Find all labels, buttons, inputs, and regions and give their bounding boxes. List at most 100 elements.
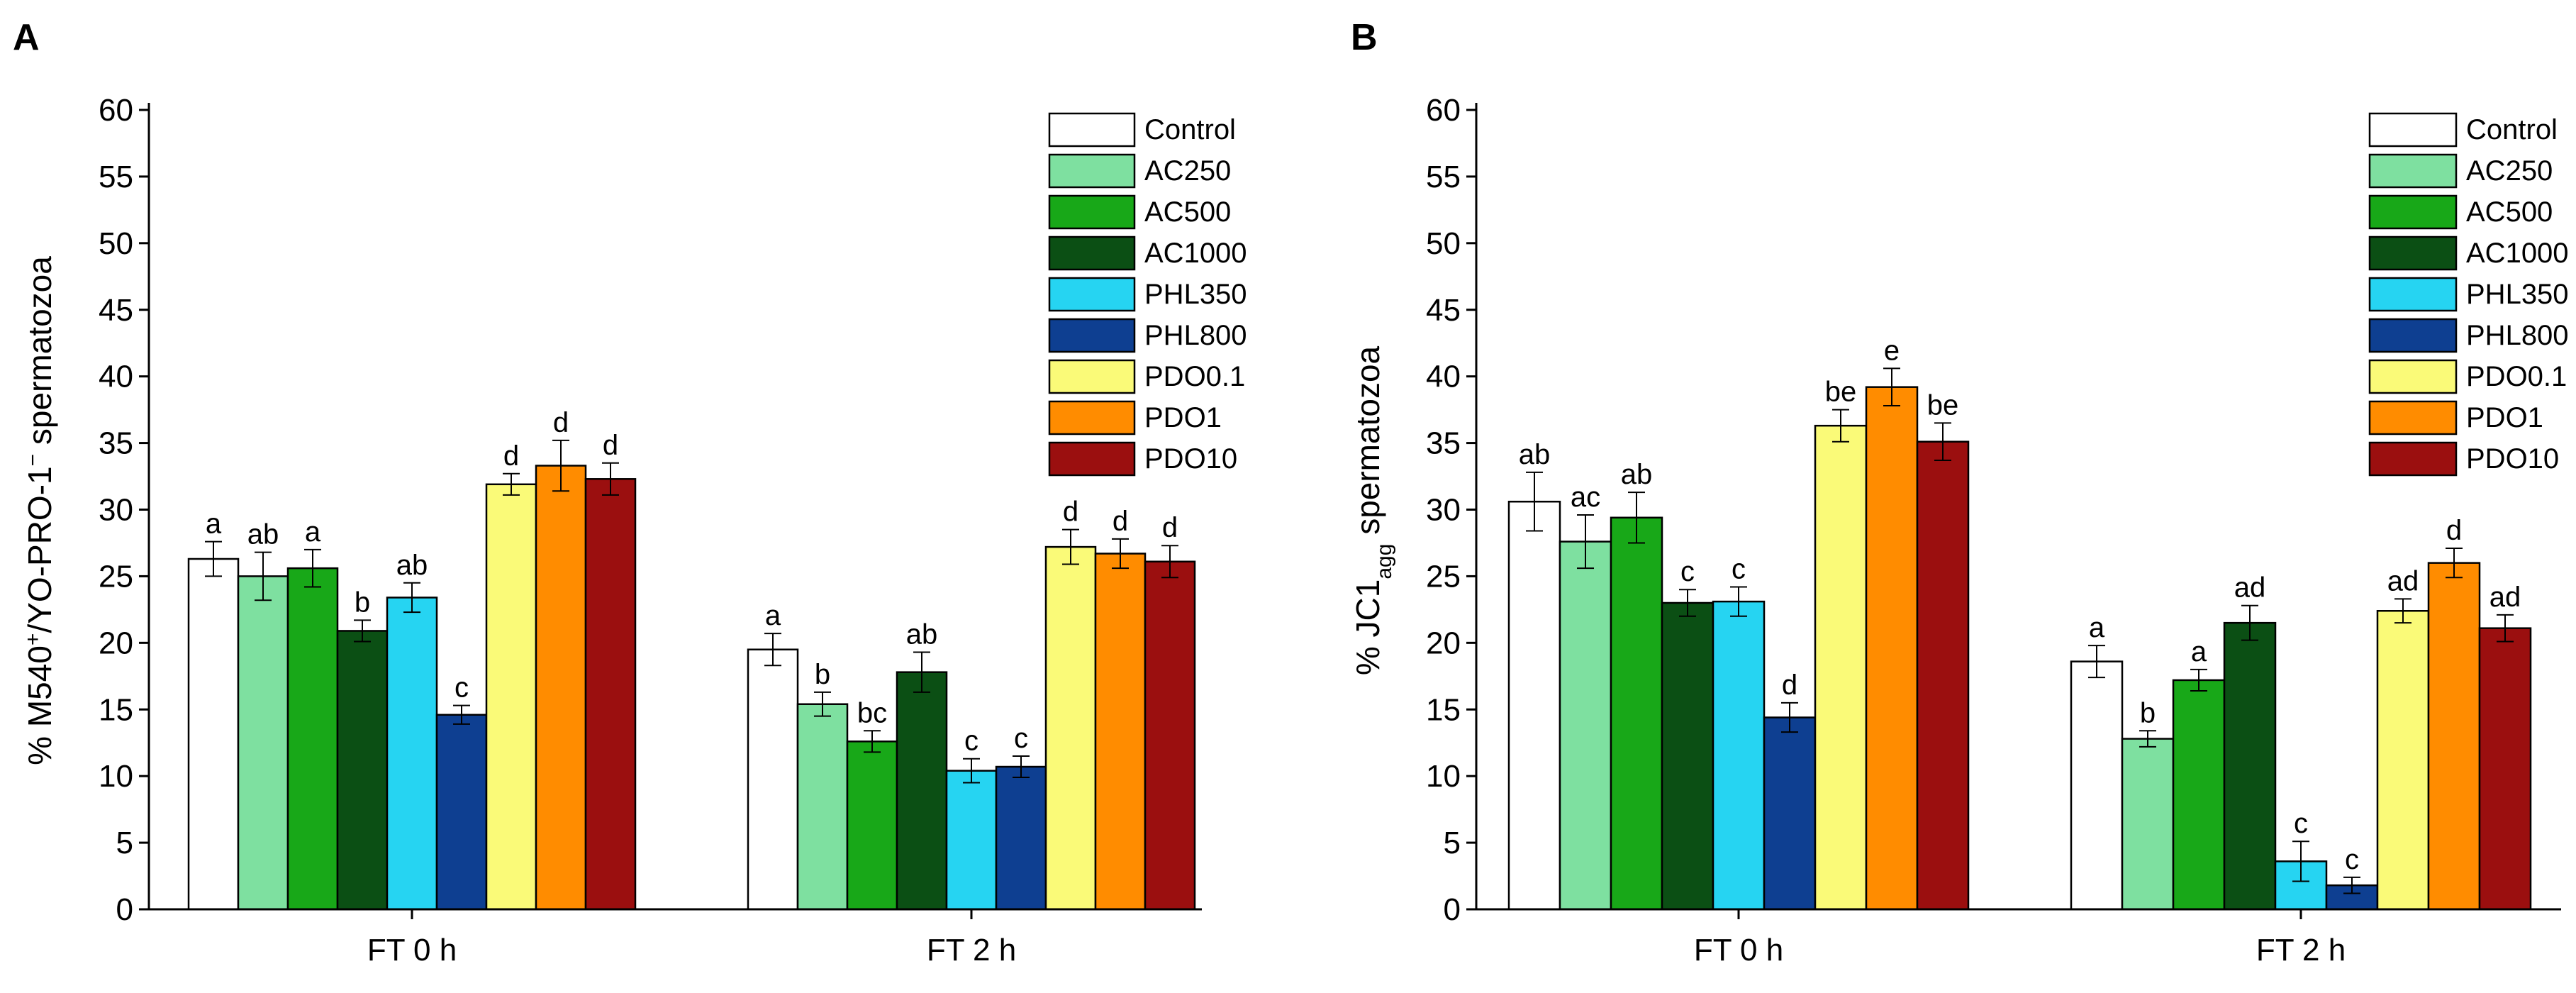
bar-ac250-ft0h	[237, 575, 289, 911]
bar-phl800-ft2h	[995, 765, 1047, 911]
bar-pdo1-ft0h	[535, 465, 587, 911]
y-axis-label-part: /YO-PRO-1	[21, 466, 58, 633]
bar-ac1000-ft0h	[336, 630, 389, 911]
bar-control-ft2h	[747, 648, 799, 911]
y-tick-label: 30	[99, 493, 133, 528]
bar-pdo01-ft0h	[1814, 424, 1868, 911]
y-tick-label: 55	[99, 160, 133, 194]
significance-label: ab	[1621, 459, 1653, 490]
legend-swatch	[2368, 400, 2458, 436]
significance-label: bc	[857, 697, 887, 728]
y-axis-label-part: agg	[1373, 544, 1396, 579]
x-category-label: FT 2 h	[2256, 933, 2346, 967]
significance-label: b	[815, 659, 830, 690]
significance-label: c	[2294, 808, 2308, 839]
legend-label: PHL350	[2466, 279, 2569, 310]
bar-pdo10-ft2h	[1144, 560, 1196, 911]
chart-panel-a: A % M540+/YO-PRO-1− spermatozoa 0 5 10 15 20 25…	[13, 17, 1247, 967]
significance-label: ab	[396, 550, 428, 581]
legend-swatch	[1048, 400, 1136, 436]
legend-label: PDO1	[1144, 402, 1222, 433]
y-tick-label: 25	[99, 559, 133, 594]
x-category-label: FT 0 h	[1694, 933, 1783, 967]
legend-swatch	[2368, 359, 2458, 394]
bar-pdo10-ft0h	[584, 478, 637, 911]
y-axis-label: % M540+/YO-PRO-1− spermatozoa	[21, 256, 59, 765]
significance-label: d	[1782, 670, 1797, 701]
significance-label: ab	[247, 519, 279, 550]
y-tick-label: 30	[1426, 493, 1461, 528]
legend-swatch	[2368, 441, 2458, 477]
y-tick-label: 5	[1444, 826, 1461, 860]
legend: Control AC250 AC500 AC1000 PHL350 PHL800 PDO0.…	[2368, 112, 2569, 477]
significance-label: ad	[2234, 572, 2266, 604]
significance-label: ad	[2489, 582, 2521, 613]
y-tick-label: 0	[116, 892, 133, 927]
y-tick-label: 10	[99, 759, 133, 794]
legend-label: PDO0.1	[1144, 361, 1245, 392]
y-tick-label: 45	[99, 293, 133, 328]
bar-pdo01-ft2h	[1044, 545, 1097, 911]
y-tick-label: 0	[1444, 892, 1461, 927]
bar-phl800-ft0h	[1763, 716, 1817, 911]
y-axis-label-part: +	[21, 633, 45, 646]
y-tick-label: 50	[99, 226, 133, 261]
significance-label: a	[2191, 636, 2207, 667]
y-tick-label: 50	[1426, 226, 1461, 261]
legend-label: AC250	[1144, 155, 1231, 187]
significance-label: b	[355, 587, 370, 618]
legend-swatch	[2368, 153, 2458, 189]
significance-label: c	[964, 726, 978, 757]
bar-pdo10-ft0h	[1916, 440, 1970, 911]
y-axis-label-part: spermatozoa	[21, 256, 58, 454]
bar-phl350-ft0h	[1712, 600, 1766, 911]
bar-pdo01-ft0h	[485, 483, 537, 911]
significance-label: a	[206, 509, 222, 540]
bar-pdo1-ft2h	[2427, 562, 2481, 911]
significance-label: ab	[1519, 439, 1551, 470]
legend-swatch	[2368, 277, 2458, 312]
panel-letter: A	[13, 17, 40, 58]
significance-label: d	[2446, 515, 2462, 546]
y-tick-label: 55	[1426, 160, 1461, 194]
bar-ac250-ft0h	[1559, 540, 1612, 911]
legend-label: PHL800	[1144, 320, 1247, 351]
bar-pdo1-ft2h	[1094, 553, 1147, 911]
y-tick-label: 25	[1426, 559, 1461, 594]
x-category-label: FT 2 h	[927, 933, 1016, 967]
y-tick-label: 10	[1426, 759, 1461, 794]
significance-label: c	[1680, 556, 1695, 587]
y-axis-label: % JC1agg spermatozoa	[1349, 345, 1396, 675]
significance-label: ad	[2387, 565, 2419, 597]
y-axis-label-part: % M540	[21, 645, 58, 765]
y-tick-label: 40	[1426, 360, 1461, 394]
legend-label: AC500	[1144, 196, 1231, 228]
significance-label: be	[1825, 377, 1857, 408]
legend-swatch	[2368, 318, 2458, 353]
bar-ac500-ft2h	[846, 740, 898, 911]
significance-label: c	[1732, 553, 1746, 584]
panel-letter: B	[1351, 17, 1378, 58]
significance-label: a	[305, 516, 321, 548]
bar-ac250-ft2h	[2121, 738, 2175, 911]
y-axis-label-part: −	[21, 454, 45, 467]
legend-label: PDO0.1	[2466, 361, 2567, 392]
significance-label: d	[1113, 506, 1128, 537]
significance-label: a	[2089, 612, 2105, 643]
y-tick-label: 60	[1426, 93, 1461, 128]
x-category-label: FT 0 h	[367, 933, 457, 967]
bar-ac250-ft2h	[796, 703, 849, 911]
significance-label: c	[455, 672, 469, 704]
significance-label: ab	[906, 618, 938, 650]
significance-label: e	[1884, 335, 1900, 366]
legend-label: AC250	[2466, 155, 2553, 187]
legend-label: AC500	[2466, 196, 2553, 228]
bar-ac500-ft0h	[286, 567, 339, 911]
legend-swatch	[1048, 153, 1136, 189]
y-tick-label: 20	[1426, 626, 1461, 660]
legend-swatch	[1048, 235, 1136, 271]
bar-ac1000-ft2h	[896, 671, 948, 911]
legend-swatch	[2368, 235, 2458, 271]
legend-swatch	[1048, 318, 1136, 353]
significance-label: ac	[1571, 482, 1600, 513]
